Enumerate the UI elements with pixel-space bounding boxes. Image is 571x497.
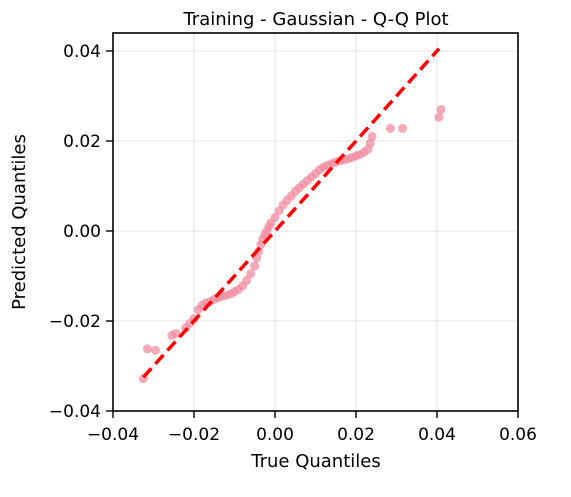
grid-lines — [112, 33, 519, 412]
y-axis-label: Predicted Quantiles — [9, 134, 30, 310]
y-tick-label: 0.00 — [63, 222, 101, 242]
data-point — [436, 105, 446, 114]
x-tick-label: 0.06 — [499, 425, 537, 445]
data-point — [171, 329, 181, 339]
x-tick-label: −0.02 — [168, 425, 220, 445]
y-tick-label: −0.04 — [49, 402, 101, 422]
x-axis-label: True Quantiles — [250, 451, 380, 472]
data-point — [151, 345, 161, 355]
x-tick-label: −0.04 — [87, 425, 139, 445]
data-point — [246, 269, 256, 279]
y-tick-label: −0.02 — [49, 312, 101, 332]
data-point — [142, 344, 152, 354]
plot-frame — [112, 32, 519, 412]
data-point — [434, 112, 444, 122]
reference-line — [142, 47, 441, 379]
reference-line-layer — [142, 47, 441, 379]
scatter-points — [138, 105, 446, 384]
data-point — [250, 261, 260, 271]
x-axis: −0.04 −0.02 0.00 0.02 0.04 0.06 — [87, 411, 537, 445]
data-point — [270, 213, 280, 222]
y-tick-label: 0.04 — [63, 42, 101, 62]
chart-title: Training - Gaussian - Q-Q Plot — [182, 9, 448, 30]
data-point — [367, 132, 377, 141]
y-tick-label: 0.02 — [63, 132, 101, 152]
data-point — [385, 123, 395, 133]
x-tick-label: 0.02 — [337, 425, 375, 445]
data-point — [398, 123, 408, 133]
data-point — [242, 276, 252, 285]
y-axis: −0.04 −0.02 0.00 0.02 0.04 — [49, 42, 113, 422]
x-tick-label: 0.04 — [418, 425, 456, 445]
x-tick-label: 0.00 — [256, 425, 294, 445]
data-point — [365, 138, 375, 148]
